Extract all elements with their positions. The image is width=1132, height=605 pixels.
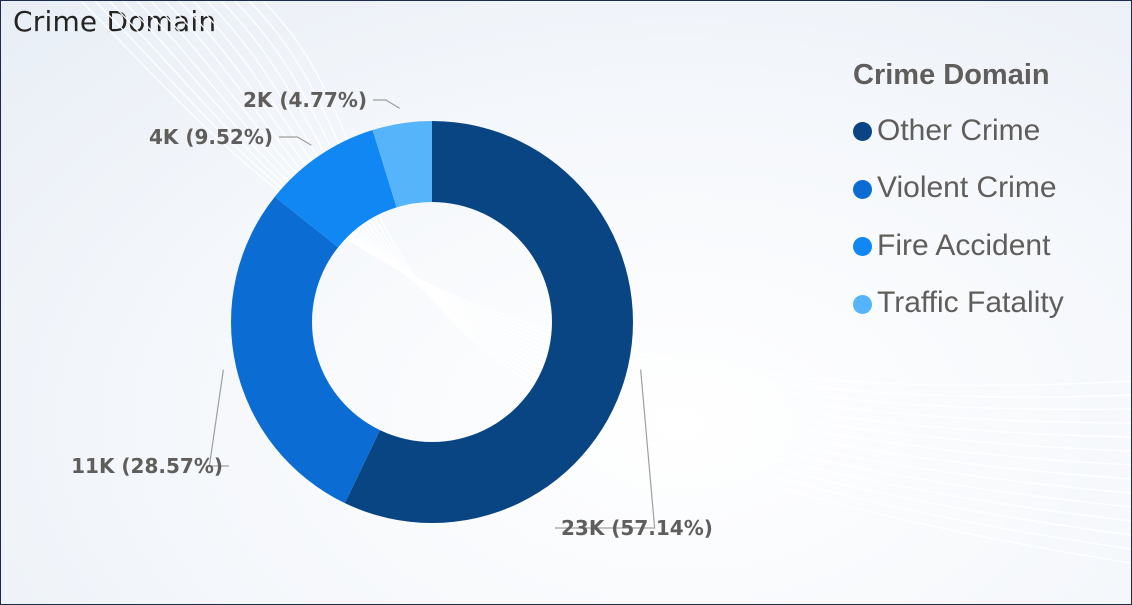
slice-other-crime[interactable] — [344, 121, 633, 523]
label-violent-crime: 11K (28.57%) — [71, 454, 223, 478]
slice-violent-crime[interactable] — [230, 196, 380, 504]
legend-dot-icon — [853, 122, 872, 142]
legend-label: Traffic Fatality — [877, 286, 1064, 320]
leader-line — [555, 369, 656, 529]
slice-fire-accident[interactable] — [274, 129, 397, 248]
legend-dot-icon — [853, 237, 872, 257]
legend-title: Crime Domain — [853, 59, 1050, 91]
legend-label: Fire Accident — [877, 228, 1051, 262]
legend-item-fire-accident[interactable]: Fire Accident — [853, 217, 1064, 275]
legend-dot-icon — [853, 179, 872, 199]
legend-item-other-crime[interactable]: Other Crime — [853, 102, 1064, 160]
slice-traffic-fatality[interactable] — [372, 121, 432, 208]
label-other-crime: 23K (57.14%) — [561, 516, 713, 540]
background-swirl — [80, 1, 1131, 564]
label-fire-accident: 4K (9.52%) — [149, 125, 273, 149]
legend: Crime Domain Other Crime Violent Crime F… — [853, 59, 1064, 332]
legend-item-traffic-fatality[interactable]: Traffic Fatality — [853, 275, 1064, 333]
legend-label: Other Crime — [877, 113, 1041, 147]
leader-line — [208, 369, 229, 467]
leader-line — [279, 136, 312, 146]
label-traffic-fatality: 2K (4.77%) — [243, 88, 367, 112]
leader-line — [373, 99, 401, 109]
legend-dot-icon — [853, 294, 872, 314]
legend-label: Violent Crime — [877, 171, 1057, 205]
legend-item-violent-crime[interactable]: Violent Crime — [853, 160, 1064, 218]
